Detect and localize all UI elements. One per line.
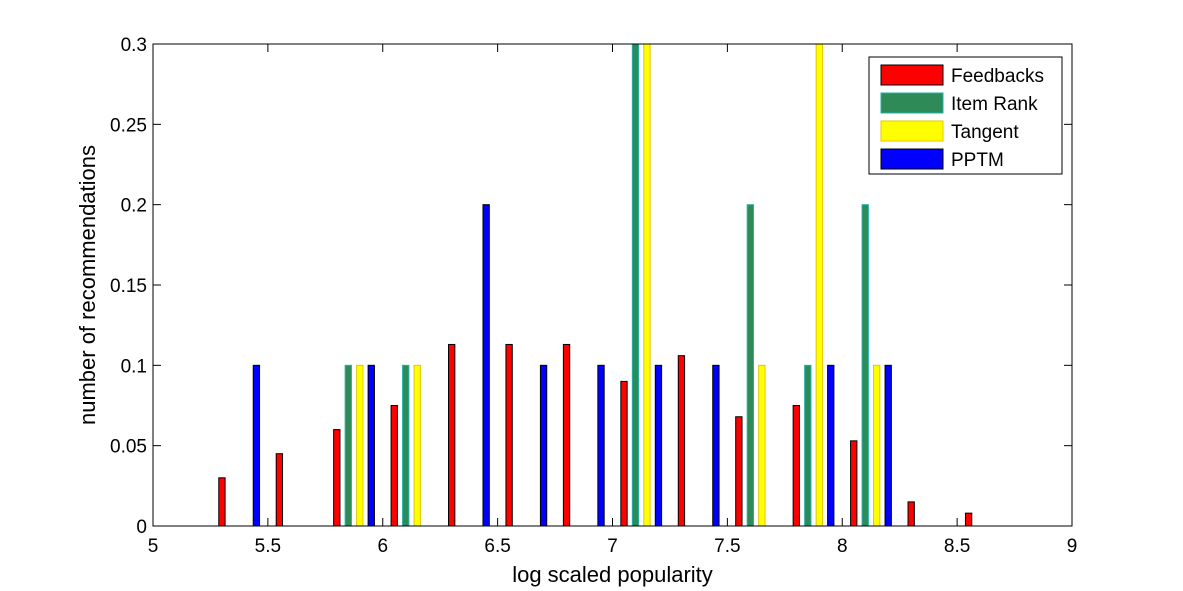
bar-pptm-11: [827, 364, 835, 527]
y-tick-label: 0.1: [121, 356, 147, 377]
bar-feedbacks-14: [964, 512, 973, 527]
bar-item-rank-8: [631, 43, 640, 527]
y-tick-label: 0.2: [121, 196, 147, 217]
bar-pptm-8: [654, 364, 663, 527]
bar-tangent-4: [413, 364, 421, 527]
bar-feedbacks-13: [907, 501, 915, 527]
y-tick-label: 0: [136, 517, 147, 538]
x-tick-label: 6.5: [484, 536, 510, 557]
legend-label-tangent: Tangent: [951, 122, 1019, 143]
legend-label-feedbacks: Feedbacks: [951, 66, 1044, 87]
bars-group: [218, 43, 973, 527]
bar-item-rank-12: [861, 204, 869, 527]
bar-feedbacks-1: [218, 477, 226, 527]
bar-tangent-11: [815, 43, 823, 527]
legend: Feedbacks Item Rank Tangent PPTM: [868, 56, 1063, 175]
x-tick-label: 9: [1067, 536, 1078, 557]
bar-tangent-3: [356, 364, 364, 527]
bar-feedbacks-3: [333, 429, 341, 527]
bar-item-rank-3: [344, 364, 352, 527]
bar-pptm-5: [482, 204, 490, 527]
legend-label-item-rank: Item Rank: [951, 94, 1038, 115]
legend-label-pptm: PPTM: [951, 150, 1004, 171]
x-axis-label: log scaled popularity: [512, 562, 713, 587]
bar-pptm-1: [252, 364, 261, 527]
bar-feedbacks-6: [505, 343, 513, 527]
bar-feedbacks-12: [850, 440, 858, 527]
x-tick-label: 6: [377, 536, 388, 557]
bar-feedbacks-8: [620, 380, 628, 527]
bar-feedbacks-11: [792, 405, 800, 527]
bar-item-rank-11: [804, 364, 812, 527]
bar-feedbacks-7: [562, 343, 571, 527]
legend-swatch-pptm: [880, 148, 944, 170]
bar-pptm-9: [712, 364, 720, 527]
bar-feedbacks-4: [390, 405, 398, 527]
y-tick-label: 0.3: [121, 35, 147, 56]
legend-swatch-item-rank: [880, 92, 944, 114]
bar-pptm-6: [539, 364, 548, 527]
legend-swatch-feedbacks: [880, 64, 944, 86]
bar-pptm-12: [884, 364, 892, 527]
x-tick-label: 5: [148, 536, 159, 557]
y-tick-label: 0.15: [110, 276, 147, 297]
bar-feedbacks-2: [275, 453, 284, 527]
bar-tangent-10: [758, 364, 766, 527]
bar-item-rank-4: [402, 364, 410, 527]
bar-pptm-7: [597, 364, 605, 527]
x-tick-label: 8.5: [944, 536, 970, 557]
bar-item-rank-10: [746, 204, 755, 527]
bar-tangent-8: [643, 43, 651, 527]
x-tick-label: 8: [837, 536, 848, 557]
axis-ticks: 5 5.5 6 6.5 7 7.5 8 8.5 9 0 0.05 0.1 0.15 0.2 0.25 0.3: [110, 35, 1077, 557]
bar-pptm-3: [367, 364, 375, 527]
bar-tangent-12: [873, 364, 881, 527]
x-tick-label: 5.5: [255, 536, 281, 557]
x-tick-label: 7: [607, 536, 618, 557]
bar-feedbacks-5: [448, 343, 456, 527]
x-tick-label: 7.5: [714, 536, 740, 557]
y-axis-label: number of recommendations: [75, 145, 100, 425]
y-tick-label: 0.05: [110, 437, 147, 458]
y-tick-label: 0.25: [110, 115, 147, 136]
bar-feedbacks-10: [735, 416, 743, 527]
legend-swatch-tangent: [880, 120, 944, 142]
bar-feedbacks-9: [677, 355, 686, 527]
